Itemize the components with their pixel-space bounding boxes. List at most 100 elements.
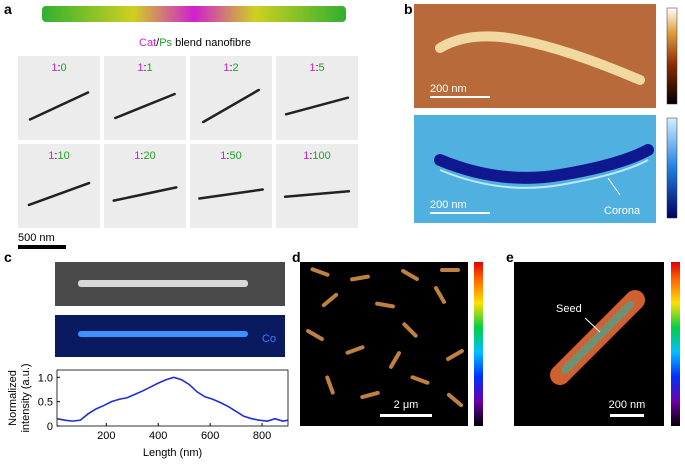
ratio-cat: 1 [223, 62, 229, 74]
x-tick-label: 400 [149, 430, 167, 442]
tem-image [104, 144, 186, 228]
ratio-label: 1:100 [303, 150, 331, 162]
y-tick-label: 1.0 [38, 372, 53, 384]
scale-bar [380, 414, 432, 417]
ratio-ps: 20 [143, 150, 155, 162]
rod [410, 375, 430, 385]
plot-frame [56, 369, 289, 427]
fibre [78, 331, 248, 337]
y-tick-label: 0.5 [38, 397, 53, 409]
tem-grid: 1:0 1:1 1:2 1:51:10 1:20 1:50 1:100 [18, 56, 358, 228]
annotation: Seed [556, 303, 582, 315]
intensity-plot: 0 0.5 1.0 200 400 600 800 Length (nm) Normalized… [7, 363, 289, 459]
y-axis-label: intensity (a.u.) [20, 363, 32, 432]
phase-fibre [434, 144, 654, 184]
nanofibre [27, 181, 91, 207]
panel-label: c [4, 249, 12, 265]
ratio-sep: : [315, 62, 318, 74]
fibre [78, 280, 248, 287]
x-axis-label: Length (nm) [143, 447, 202, 459]
caption: Cat/Ps blend nanofibre [139, 37, 251, 49]
nanofibre [202, 88, 260, 124]
intensity-line [56, 376, 289, 422]
afm-height-image [414, 4, 656, 108]
fibre-core [561, 301, 634, 374]
rod [434, 286, 446, 304]
ratio-sep: : [229, 62, 232, 74]
ratio-cat: 1 [48, 150, 54, 162]
ratio-label: 1:5 [309, 62, 324, 74]
rod [306, 329, 324, 341]
rods [306, 267, 464, 408]
nanofibre [198, 188, 264, 200]
caption-sep: / [156, 37, 160, 49]
colorbar [671, 262, 680, 426]
ratio-cat: 1 [134, 150, 140, 162]
nanofibre [112, 186, 178, 202]
colorbar [474, 262, 483, 426]
nanofibre [28, 91, 90, 121]
caption-cat: Cat [139, 37, 156, 49]
colorbar [666, 7, 678, 105]
ratio-sep: : [57, 62, 60, 74]
rod [321, 292, 339, 308]
tem-image [190, 56, 272, 140]
rod [360, 390, 380, 400]
rod [446, 392, 464, 408]
panel-label: a [4, 1, 12, 17]
scale-bar [18, 245, 66, 249]
scale-bar-label: 2 μm [394, 399, 419, 411]
rod [345, 345, 365, 355]
fibre-illustration [42, 6, 346, 22]
rod [325, 375, 335, 395]
ratio-cat: 1 [51, 62, 57, 74]
ratio-sep: : [140, 150, 143, 162]
scale-bar [610, 414, 644, 417]
arrow [584, 317, 601, 333]
y-axis-label: Normalized [7, 370, 19, 426]
ratio-ps: 50 [229, 150, 241, 162]
scale-bar-label: 200 nm [430, 83, 467, 95]
rod [389, 351, 401, 369]
nanofibre [114, 92, 176, 120]
ratio-label: 1:10 [48, 150, 69, 162]
tem-image [104, 56, 186, 140]
panel-label: b [404, 1, 413, 17]
ratio-label: 1:2 [223, 62, 238, 74]
corona [439, 159, 649, 189]
caption-rest: blend nanofibre [172, 37, 251, 49]
ratio-cat: 1 [220, 150, 226, 162]
rod [375, 301, 395, 309]
ratio-sep: : [54, 150, 57, 162]
x-tick-label: 600 [201, 430, 219, 442]
colorbar [666, 117, 678, 219]
scale-bar [430, 96, 490, 98]
x-tick-label: 200 [97, 430, 115, 442]
annotation: Corona [604, 205, 641, 217]
ratio-sep: : [226, 150, 229, 162]
ratio-label: 1:50 [220, 150, 241, 162]
nanofibre [283, 189, 351, 199]
arrow [607, 177, 621, 196]
scale-bar-label: 500 nm [18, 232, 55, 244]
rod [401, 269, 419, 281]
tem-image [18, 56, 100, 140]
element-label: Co [262, 333, 276, 345]
scale-bar [430, 212, 490, 214]
scale-bar-label: 200 nm [430, 199, 467, 211]
caption-ps: Ps [159, 37, 172, 49]
panel-label: e [506, 249, 514, 265]
rod [402, 322, 418, 338]
sim-image [300, 262, 468, 426]
tem-image [190, 144, 272, 228]
ratio-sep: : [309, 150, 312, 162]
ratio-ps: 2 [233, 62, 239, 74]
scale-bar-label: 200 nm [609, 399, 646, 411]
x-tick-label: 800 [253, 430, 271, 442]
nanofibre [284, 96, 350, 116]
ratio-ps: 10 [57, 150, 69, 162]
ratio-ps: 5 [319, 62, 325, 74]
ratio-ps: 0 [61, 62, 67, 74]
ratio-ps: 1 [147, 62, 153, 74]
